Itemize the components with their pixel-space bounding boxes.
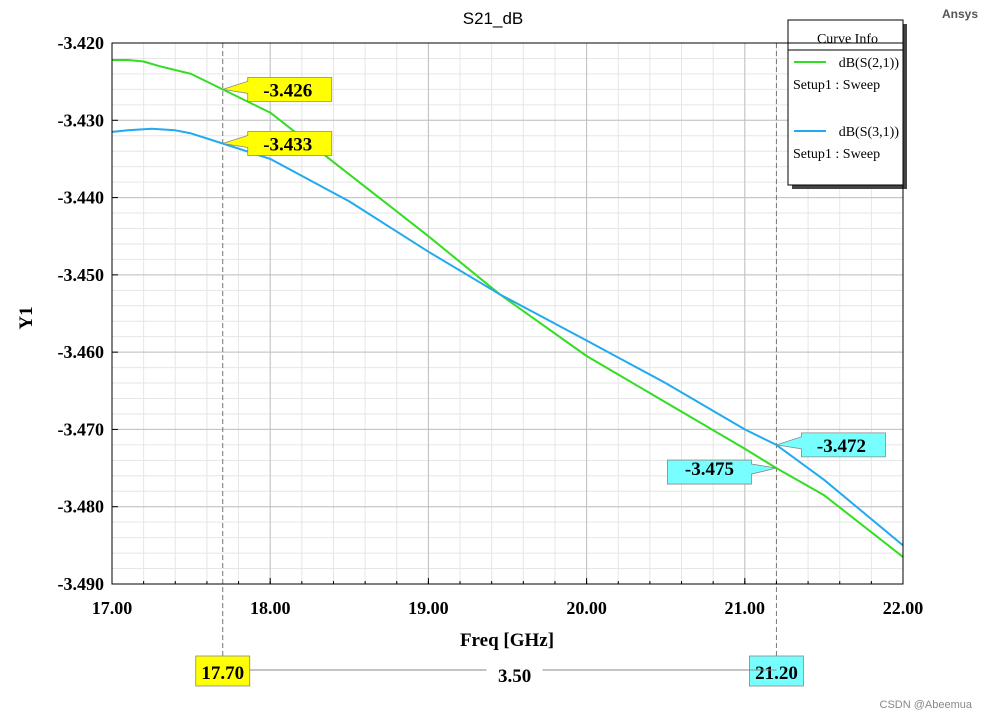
x-marker-label: 17.70 — [201, 663, 244, 684]
y-tick-label: -3.470 — [58, 419, 105, 439]
chart-title: S21_dB — [463, 9, 524, 28]
brand-logo-text: Ansys — [942, 7, 978, 21]
marker-value-label: -3.426 — [263, 80, 312, 101]
x-tick-label: 17.00 — [92, 598, 133, 618]
legend-entry-setup: Setup1 : Sweep — [793, 147, 880, 162]
x-marker-label: 21.20 — [755, 663, 798, 684]
marker-value-label: -3.472 — [817, 436, 866, 457]
marker-callout-box — [222, 131, 333, 156]
marker-value-label: -3.433 — [263, 134, 312, 155]
marker-callout-box — [667, 459, 777, 485]
legend-title: Curve Info — [817, 32, 878, 47]
x-tick-label: 21.00 — [725, 598, 766, 618]
marker-callout: -3.472 — [776, 432, 886, 458]
marker-callout: -3.475 — [667, 459, 777, 485]
grid-minor — [111, 42, 904, 585]
legend-entry-name: dB(S(3,1)) — [839, 125, 900, 140]
y-axis-label: Y1 — [16, 306, 37, 329]
legend[interactable]: Curve Info dB(S(2,1)) Setup1 : Sweep dB(S(3… — [787, 19, 907, 189]
series-line-1 — [112, 59, 904, 558]
y-tick-label: -3.490 — [58, 574, 105, 594]
y-tick-label: -3.420 — [58, 33, 105, 53]
y-tick-label: -3.480 — [58, 497, 105, 517]
x-marker-box — [749, 655, 804, 687]
grid-major — [111, 42, 904, 585]
y-tick-label: -3.430 — [58, 110, 105, 130]
legend-entry-name: dB(S(2,1)) — [839, 56, 900, 71]
marker-layer: -3.426 -3.433 -3.472 -3.475 17.70 21.20 3.50 — [195, 76, 886, 687]
watermark: CSDN @Abeemua — [880, 699, 973, 711]
series-layer — [111, 59, 904, 558]
x-tick-label: 18.00 — [250, 598, 291, 618]
x-tick-label: 19.00 — [408, 598, 449, 618]
marker-value-label: -3.475 — [685, 459, 734, 480]
x-tick-label: 20.00 — [566, 598, 607, 618]
y-tick-label: -3.460 — [58, 342, 105, 362]
x-marker-box — [195, 655, 251, 687]
marker-lines — [222, 43, 777, 660]
marker-callout-box — [222, 76, 333, 102]
delta-label-bg — [486, 660, 543, 682]
delta-label: 3.50 — [498, 666, 531, 687]
marker-callout: -3.426 — [222, 76, 333, 102]
x-axis-label: Freq [GHz] — [460, 630, 554, 651]
y-tick-label: -3.440 — [58, 188, 105, 208]
marker-callout-box — [776, 432, 886, 458]
marker-callout: -3.433 — [222, 131, 333, 156]
x-tick-label: 22.00 — [883, 598, 924, 618]
legend-entry-setup: Setup1 : Sweep — [793, 78, 880, 93]
series-line-2 — [111, 127, 904, 547]
plot-frame — [111, 42, 904, 585]
y-tick-label: -3.450 — [58, 265, 105, 285]
legend-box — [787, 19, 904, 186]
